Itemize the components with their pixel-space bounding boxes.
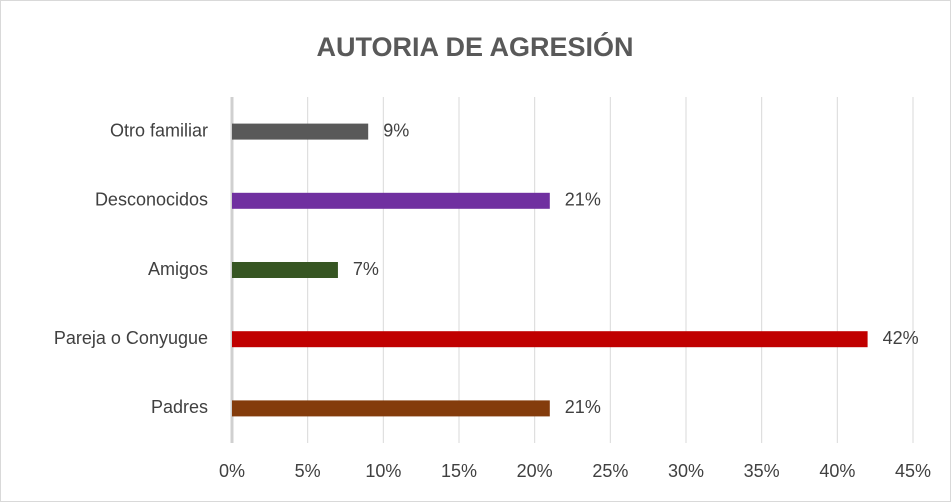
bar	[232, 262, 338, 278]
x-tick-label: 10%	[365, 461, 401, 481]
data-label: 7%	[353, 259, 379, 279]
x-tick-label: 20%	[517, 461, 553, 481]
x-tick-label: 35%	[744, 461, 780, 481]
data-label: 42%	[883, 328, 919, 348]
x-tick-label: 15%	[441, 461, 477, 481]
y-tick-label: Pareja o Conyugue	[54, 328, 208, 348]
bar	[232, 192, 550, 209]
y-tick-label: Amigos	[148, 259, 208, 279]
y-tick-label: Desconocidos	[95, 190, 208, 210]
x-tick-label: 40%	[819, 461, 855, 481]
chart-title: AUTORIA DE AGRESIÓN	[316, 31, 633, 62]
bar	[232, 400, 550, 417]
bar	[232, 331, 868, 348]
bar	[232, 123, 369, 140]
data-label: 21%	[565, 397, 601, 417]
data-label: 21%	[565, 190, 601, 210]
x-tick-label: 0%	[219, 461, 245, 481]
x-tick-label: 5%	[295, 461, 321, 481]
x-tick-label: 25%	[592, 461, 628, 481]
x-tick-label: 30%	[668, 461, 704, 481]
data-label: 9%	[383, 120, 409, 140]
x-tick-label: 45%	[895, 461, 931, 481]
y-tick-label: Padres	[151, 397, 208, 417]
y-tick-label: Otro familiar	[110, 120, 208, 140]
